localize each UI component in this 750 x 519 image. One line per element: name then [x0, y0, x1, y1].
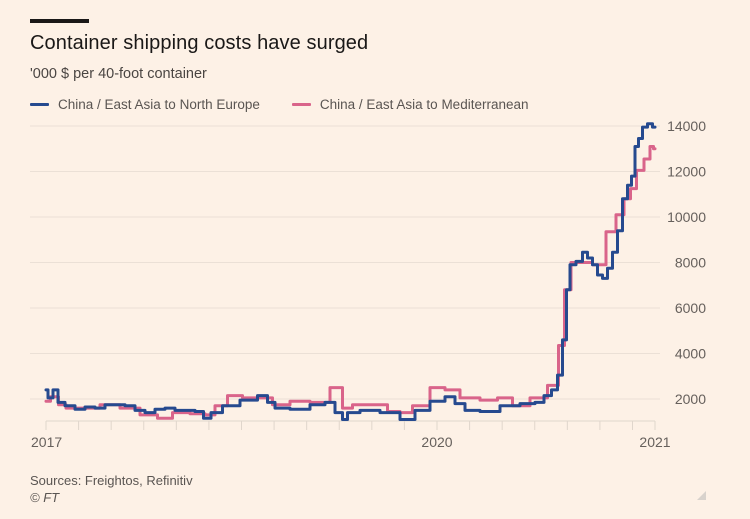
series-line-mediterranean [44, 145, 657, 420]
x-tick-label: 2020 [421, 434, 452, 450]
legend-label: China / East Asia to North Europe [58, 97, 260, 112]
chart-subtitle: '000 $ per 40-foot container [30, 66, 207, 82]
chart-title: Container shipping costs have surged [30, 32, 369, 54]
sources-note: Sources: Freightos, Refinitiv [30, 473, 193, 488]
x-tick-label: 2017 [31, 434, 62, 450]
legend-swatch-north-europe [30, 103, 49, 106]
brand-rule [30, 19, 89, 23]
y-tick-label: 6000 [675, 300, 706, 316]
y-tick-label: 12000 [667, 164, 706, 180]
legend-item-mediterranean: China / East Asia to Mediterranean [291, 97, 529, 112]
copyright: © FT [30, 490, 60, 505]
y-tick-label: 4000 [675, 346, 706, 362]
y-tick-label: 8000 [675, 255, 706, 271]
series-line-north-europe [44, 122, 657, 421]
legend: China / East Asia to North Europe China … [30, 97, 529, 112]
legend-swatch-mediterranean [291, 103, 311, 106]
resize-handle-icon[interactable] [697, 491, 706, 500]
y-tick-label: 14000 [667, 118, 706, 134]
y-tick-label: 10000 [667, 209, 706, 225]
x-tick-label: 2021 [639, 434, 670, 450]
legend-label: China / East Asia to Mediterranean [319, 97, 529, 112]
legend-item-north-europe: China / East Asia to North Europe [30, 97, 260, 112]
y-tick-label: 2000 [675, 391, 706, 407]
